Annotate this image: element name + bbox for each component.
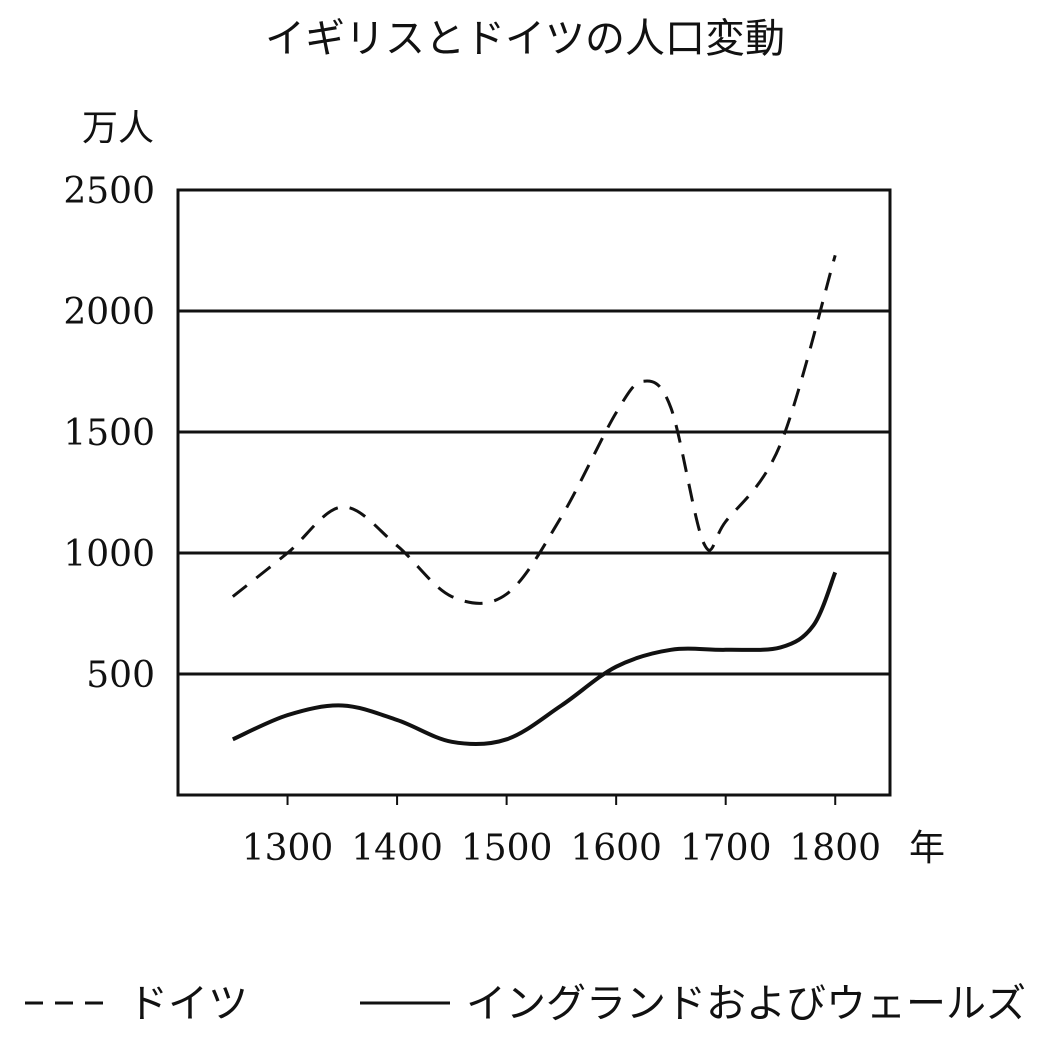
x-tick-label: 1700: [680, 828, 772, 869]
legend: ドイツ イングランドおよびウェールズ: [25, 981, 1026, 1027]
series-lines: [231, 254, 838, 747]
x-tick-label: 1300: [242, 828, 334, 869]
plot-frame: [176, 188, 892, 797]
grid-lines: [178, 309, 890, 676]
series-line-1: [231, 571, 838, 747]
x-axis-ticks: 1300 1400 1500 1600 1700 1800: [242, 795, 881, 869]
legend-label: イングランドおよびウェールズ: [466, 981, 1026, 1027]
y-tick-label: 1000: [63, 534, 155, 575]
y-tick-label: 2000: [63, 292, 155, 333]
chart-title: イギリスとドイツの人口変動: [265, 16, 785, 62]
y-tick-label: 1500: [63, 413, 155, 454]
y-tick-label: 500: [86, 655, 155, 696]
x-axis-unit-label: 年: [909, 828, 945, 869]
y-axis-unit-label: 万人: [82, 108, 154, 149]
legend-label: ドイツ: [128, 981, 248, 1027]
x-tick-label: 1800: [789, 828, 881, 869]
series-line-0: [231, 254, 837, 605]
y-tick-label: 2500: [63, 171, 155, 212]
y-axis-ticks: 500 1000 1500 2000 2500: [63, 171, 155, 696]
x-tick-label: 1600: [570, 828, 662, 869]
x-tick-label: 1400: [351, 828, 443, 869]
x-tick-label: 1500: [461, 828, 553, 869]
